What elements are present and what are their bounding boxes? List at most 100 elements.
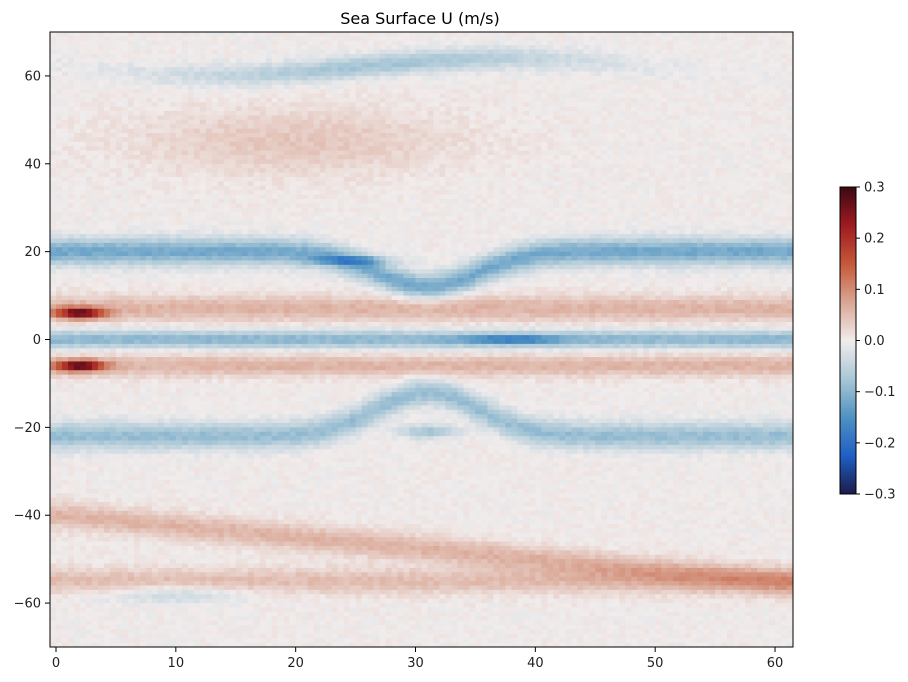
heatmap-cell (319, 106, 327, 112)
heatmap-cell (691, 128, 698, 134)
heatmap-cell (157, 45, 165, 50)
heatmap-cell (601, 115, 608, 121)
heatmap-cell (625, 80, 632, 86)
heatmap-cell (265, 198, 273, 204)
heatmap-cell (493, 71, 500, 77)
heatmap-cell (451, 194, 458, 200)
heatmap-cell (271, 137, 279, 143)
heatmap-cell (427, 53, 434, 59)
heatmap-cell (733, 102, 740, 108)
heatmap-cell (463, 40, 470, 46)
heatmap-cell (769, 203, 776, 209)
heatmap-cell (715, 141, 722, 147)
heatmap-cell (265, 67, 273, 72)
heatmap-cell (355, 111, 362, 116)
heatmap-cell (511, 32, 518, 37)
heatmap-cell (199, 71, 207, 77)
heatmap-cell (343, 75, 350, 81)
heatmap-cell (709, 102, 716, 108)
heatmap-cell (445, 137, 452, 143)
heatmap-cell (217, 168, 225, 173)
heatmap-cell (55, 194, 63, 200)
heatmap-cell (781, 45, 788, 50)
heatmap-cell (583, 80, 590, 86)
heatmap-cell (715, 198, 722, 204)
heatmap-cell (217, 203, 225, 209)
heatmap-cell (193, 106, 201, 112)
heatmap-cell (127, 49, 135, 55)
heatmap-cell (541, 146, 548, 151)
heatmap-cell (493, 172, 500, 178)
heatmap-cell (229, 84, 237, 90)
heatmap-cell (121, 115, 129, 121)
heatmap-cell (655, 49, 662, 55)
heatmap-cell (547, 75, 554, 81)
heatmap-cell (709, 75, 716, 81)
heatmap-cell (763, 190, 770, 195)
heatmap-cell (259, 97, 267, 103)
heatmap-cell (367, 119, 374, 125)
heatmap-cell (529, 67, 536, 72)
heatmap-cell (241, 181, 249, 187)
heatmap-cell (463, 32, 470, 37)
heatmap-cell (661, 36, 668, 42)
heatmap-cell (649, 163, 656, 169)
heatmap-cell (121, 49, 129, 55)
heatmap-cell (571, 53, 578, 59)
heatmap-cell (733, 141, 740, 147)
heatmap-cell (241, 36, 249, 42)
heatmap-cell (595, 102, 602, 108)
heatmap-cell (187, 89, 195, 94)
heatmap-cell (253, 106, 261, 112)
heatmap-cell (247, 93, 255, 99)
heatmap-cell (193, 168, 201, 173)
heatmap-cell (139, 159, 147, 165)
heatmap-cell (73, 40, 81, 46)
heatmap-cell (595, 172, 602, 178)
heatmap-cell (277, 45, 285, 50)
heatmap-cell (163, 181, 171, 187)
heatmap-cell (73, 181, 81, 187)
heatmap-cell (139, 137, 147, 143)
heatmap-cell (175, 36, 183, 42)
heatmap-cell (535, 71, 542, 77)
heatmap-cell (649, 190, 656, 195)
heatmap-cell (337, 163, 344, 169)
heatmap-cell (643, 133, 650, 138)
heatmap-cell (565, 62, 572, 68)
heatmap-cell (151, 40, 159, 46)
heatmap-cell (571, 176, 578, 182)
heatmap-cell (709, 49, 716, 55)
heatmap-cell (739, 53, 746, 59)
heatmap-cell (241, 93, 249, 99)
heatmap-cell (715, 62, 722, 68)
heatmap-cell (487, 84, 494, 90)
heatmap-cell (307, 111, 315, 116)
heatmap-cell (601, 53, 608, 59)
heatmap-cell (361, 62, 368, 68)
heatmap-cell (229, 194, 237, 200)
heatmap-cell (469, 32, 476, 37)
heatmap-cell (253, 40, 261, 46)
heatmap-cell (511, 194, 518, 200)
heatmap-cell (481, 62, 488, 68)
heatmap-cell (391, 168, 398, 173)
heatmap-cell (67, 97, 75, 103)
heatmap-cell (583, 203, 590, 209)
heatmap-cell (61, 146, 69, 151)
heatmap-cell (67, 102, 75, 108)
heatmap-cell (547, 155, 554, 160)
heatmap-cell (427, 115, 434, 121)
heatmap-cell (763, 71, 770, 77)
heatmap-cell (769, 119, 776, 125)
heatmap-cell (499, 67, 506, 72)
heatmap-cell (61, 124, 69, 130)
heatmap-cell (637, 53, 644, 59)
heatmap-cell (607, 45, 614, 50)
heatmap-cell (511, 137, 518, 143)
heatmap-cell (457, 176, 464, 182)
heatmap-cell (559, 84, 566, 90)
heatmap-cell (367, 58, 374, 64)
heatmap-cell (373, 106, 380, 112)
heatmap-cell (565, 163, 572, 169)
